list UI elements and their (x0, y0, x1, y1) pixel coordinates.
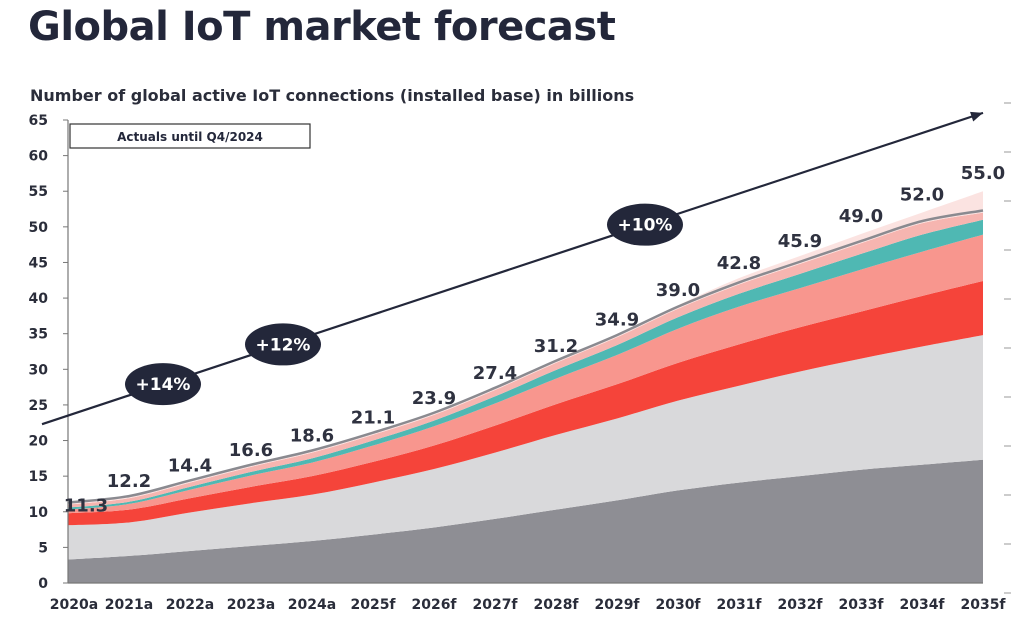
y-tick-label: 55 (29, 184, 48, 200)
y-tick-label: 45 (29, 255, 48, 271)
total-data-label: 42.8 (717, 253, 761, 274)
total-data-label: 45.9 (778, 231, 822, 252)
growth-bubble (125, 363, 201, 406)
x-tick-label: 2027f (472, 597, 518, 613)
y-tick-label: 35 (29, 327, 48, 343)
area-series-2 (68, 335, 983, 560)
x-tick-label: 2022a (166, 597, 214, 613)
area-series-4 (68, 234, 983, 514)
chart-subtitle: Number of global active IoT connections … (30, 86, 635, 105)
total-data-label: 34.9 (595, 309, 639, 330)
x-tick-label: 2020a (50, 597, 98, 613)
x-tick-label: 2034f (899, 597, 945, 613)
total-data-label: 39.0 (656, 280, 700, 301)
y-tick-label: 50 (29, 220, 49, 236)
total-data-label: 27.4 (473, 363, 517, 384)
axes-layer: 0 5 10 15 20 25 30 35 40 45 50 55 60 65 2020a 2021a 2022… (29, 102, 1011, 613)
x-tick-label: 2023a (227, 597, 275, 613)
x-tick-label: 2021a (105, 597, 153, 613)
y-tick-label: 10 (29, 505, 49, 521)
x-tick-label: 2035f (960, 597, 1006, 613)
y-tick-label: 65 (29, 113, 48, 129)
total-data-label: 23.9 (412, 388, 456, 409)
area-series-6 (68, 212, 983, 508)
area-series-3 (68, 280, 983, 526)
total-data-label: 49.0 (839, 206, 883, 227)
growth-bubble (245, 323, 321, 366)
y-tick-label: 60 (29, 149, 49, 165)
total-data-label: 31.2 (534, 336, 578, 357)
y-tick-label: 20 (29, 434, 49, 450)
areas-layer (67, 191, 984, 583)
x-tick-label: 2028f (533, 597, 579, 613)
annotation-text: Actuals until Q4/2024 (117, 130, 263, 144)
total-data-label: 12.2 (107, 471, 151, 492)
y-tick-label: 5 (38, 540, 48, 556)
y-tick-label: 30 (29, 362, 49, 378)
total-data-label: 18.6 (290, 426, 334, 447)
y-tick-label: 40 (29, 291, 49, 307)
overlay-layer: 11.3 12.2 14.4 16.6 18.6 21.1 23.9 27.4 31.2 34.9… (41, 111, 1005, 517)
trend-arrow-line (41, 111, 984, 426)
y-tick-label: 0 (38, 576, 48, 592)
top-edge-line (67, 209, 984, 504)
page-title: Global IoT market forecast (28, 4, 616, 50)
total-data-label: 14.4 (168, 455, 212, 476)
x-tick-label: 2030f (655, 597, 701, 613)
total-data-label: 52.0 (900, 185, 944, 206)
total-data-label: 21.1 (351, 408, 395, 429)
y-tick-label: 15 (29, 469, 48, 485)
annotation-box (69, 123, 311, 149)
growth-bubble-label: +12% (256, 335, 311, 355)
x-tick-label: 2025f (350, 597, 396, 613)
y-tick-label: 25 (29, 398, 48, 414)
x-tick-label: 2031f (716, 597, 762, 613)
growth-bubble (607, 203, 683, 246)
x-tick-label: 2024a (288, 597, 336, 613)
total-data-label: 11.3 (64, 496, 108, 517)
x-tick-label: 2029f (594, 597, 640, 613)
total-data-label: 55.0 (961, 163, 1005, 184)
growth-bubble-label: +14% (136, 375, 191, 395)
x-tick-label: 2033f (838, 597, 884, 613)
trend-arrow-head-icon (970, 111, 983, 122)
growth-bubble-label: +10% (618, 216, 673, 236)
total-data-label: 16.6 (229, 440, 273, 461)
area-series-1 (68, 459, 983, 583)
x-tick-label: 2032f (777, 597, 823, 613)
x-tick-label: 2026f (411, 597, 457, 613)
area-series-5 (68, 219, 983, 510)
